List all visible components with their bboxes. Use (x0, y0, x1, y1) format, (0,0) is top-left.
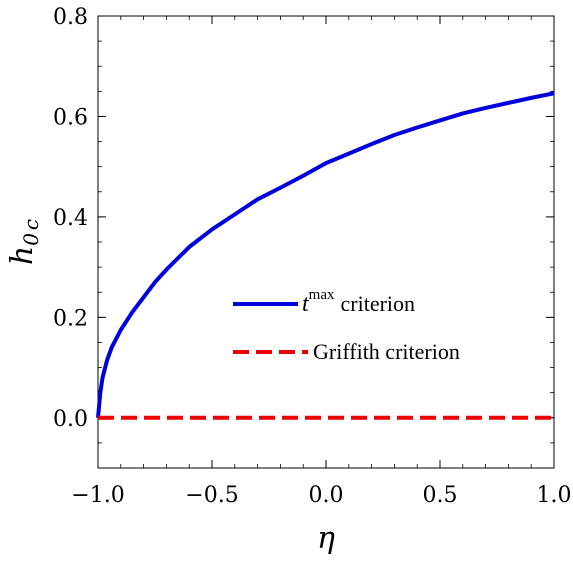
legend-label-tmax: tmax criterion (302, 287, 415, 317)
series-line-0 (96, 91, 555, 418)
x-tick-label: 0.0 (309, 483, 344, 508)
plot-frame (97, 15, 555, 469)
x-tick-label: −1.0 (71, 483, 124, 508)
y-axis-ticks: 0.0 0.2 0.4 0.6 0.8 (53, 5, 554, 469)
y-tick-label: 0.6 (53, 105, 88, 130)
y-tick-label: 0.8 (53, 5, 88, 30)
x-tick-label: −0.5 (185, 483, 238, 508)
y-axis-label-sub2: c (19, 219, 43, 230)
x-axis-ticks: −1.0 −0.5 0.0 0.5 1.0 (71, 16, 572, 508)
x-axis-label: η (317, 521, 335, 556)
series-layer (96, 91, 555, 420)
y-tick-label: 0.0 (53, 407, 88, 432)
legend-label-griffith: Griffith criterion (313, 339, 460, 364)
y-tick-label: 0.4 (53, 206, 88, 231)
x-tick-label: 0.5 (423, 483, 458, 508)
legend-label-tmax-sup: max (309, 287, 335, 303)
y-tick-label: 0.2 (53, 306, 88, 331)
legend-label-tmax-prefix: t (302, 291, 310, 317)
y-axis-label-sub: 0 (19, 233, 43, 246)
y-axis-label-main: h (5, 246, 40, 265)
legend-label-tmax-text: criterion (341, 291, 416, 316)
legend: tmax criterion Griffith criterion (233, 287, 460, 364)
y-axis-label: h0 c (5, 219, 43, 265)
x-tick-label: 1.0 (537, 483, 572, 508)
